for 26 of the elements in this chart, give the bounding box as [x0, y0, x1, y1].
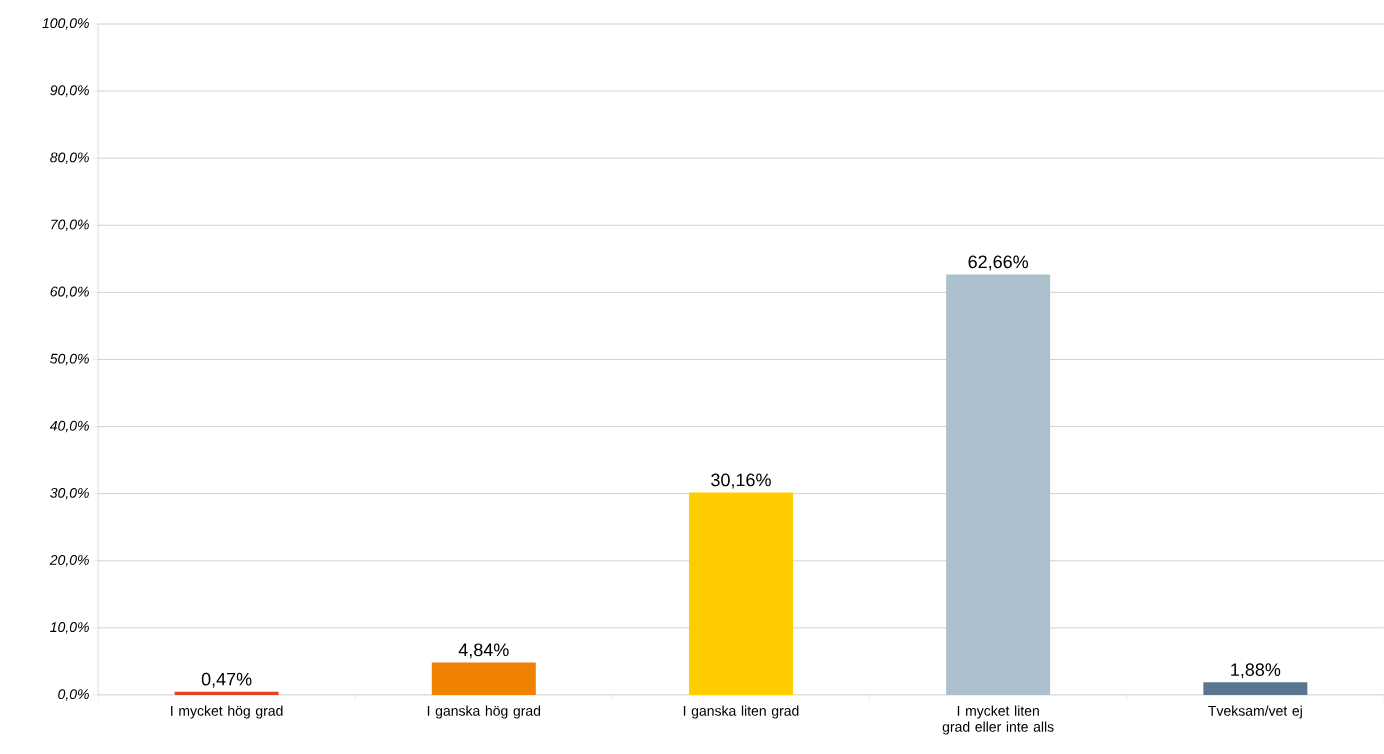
data-label: 1,88% [1231, 663, 1281, 679]
x-tick-label: I mycket liten grad eller inte alls [942, 705, 1054, 735]
data-label: 62,66% [968, 255, 1029, 271]
bar [946, 274, 1051, 695]
x-tick-label: I mycket hög grad [171, 705, 283, 719]
y-tick-label: 90,0% [50, 85, 89, 97]
y-tick-label: 50,0% [50, 353, 89, 366]
bar [688, 492, 793, 695]
y-tick-label: 30,0% [50, 487, 89, 500]
x-tick-label: I ganska liten grad [683, 705, 799, 719]
data-label: 4,84% [458, 643, 509, 659]
bar [431, 662, 536, 695]
bar [1203, 682, 1308, 695]
bar [174, 691, 279, 695]
data-label: 30,16% [711, 473, 771, 489]
y-tick-label: 20,0% [49, 554, 89, 567]
data-label: 0,47% [201, 672, 252, 688]
y-tick-label: 70,0% [51, 219, 89, 232]
y-tick-label: 0,0% [58, 689, 89, 701]
y-tick-label: 10,0% [50, 622, 89, 634]
y-tick-label: 80,0% [50, 152, 89, 164]
y-tick-label: 60,0% [50, 286, 89, 299]
y-tick-label: 40,0% [49, 420, 89, 433]
x-tick-label: I ganska hög grad [427, 705, 541, 719]
y-tick-label: 100,0% [42, 18, 89, 30]
x-tick-label: Tveksam/vet ej [1208, 705, 1302, 719]
